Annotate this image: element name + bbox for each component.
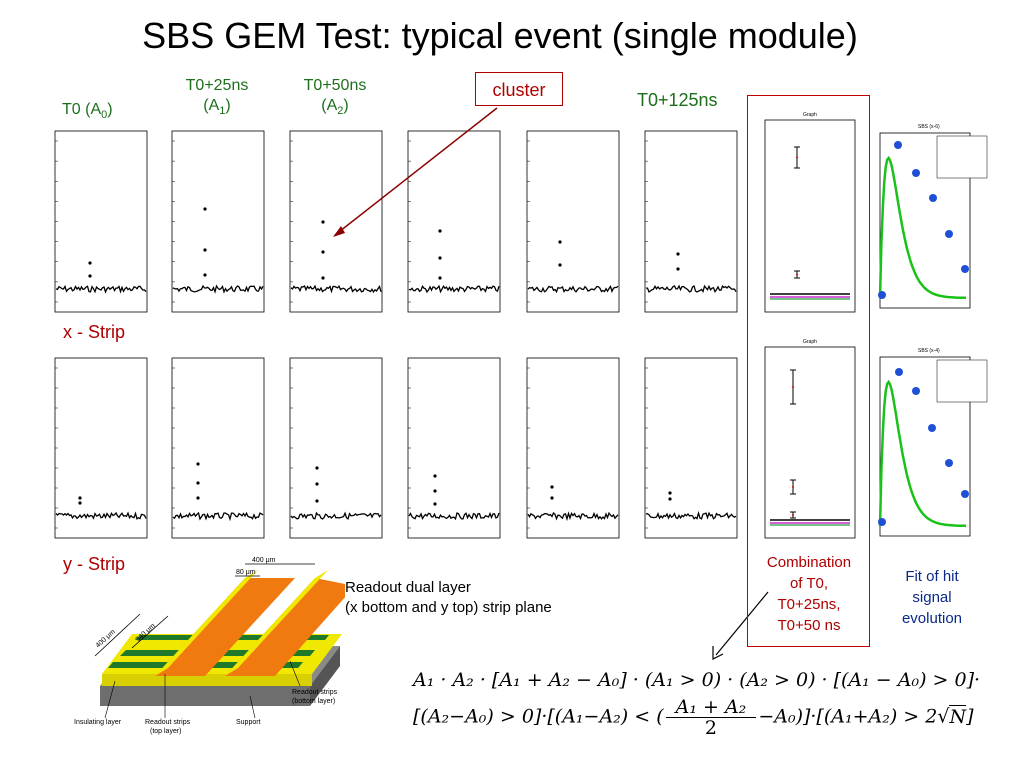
- combination-text: Combination of T0, T0+25ns, T0+50 ns: [766, 554, 852, 634]
- x-strip-panel-5: [526, 130, 620, 313]
- y-strip-panel-2: [171, 357, 265, 539]
- page-title: SBS GEM Test: typical event (single modu…: [142, 15, 858, 56]
- dim-400-top: 400 μm: [252, 557, 276, 564]
- x-strip-panel-3: [289, 130, 383, 313]
- dim-80: 80 μm: [236, 569, 256, 576]
- label-bottom-strips: Readout strips: [292, 689, 338, 696]
- combo-graph-title: Graph: [803, 112, 817, 118]
- fit-data-point: [912, 169, 920, 177]
- x-strip-hit-point: [88, 274, 92, 278]
- label-support: Support: [236, 719, 261, 726]
- label-t125: T0+125ns: [637, 90, 718, 110]
- selection-formula: A₁ · A₂ · [A₁ + A₂ − A₀] · (A₁ > 0) · (A…: [413, 663, 980, 738]
- y-strip-hit-point: [550, 485, 554, 489]
- x-strip-hit-point: [558, 240, 562, 244]
- top-strip-1: [155, 578, 295, 676]
- x-strip-hit-point: [676, 252, 680, 256]
- fit-data-point: [961, 490, 969, 498]
- fit-plot-x: SBS (x-6): [878, 124, 988, 309]
- y-strip-panel-5: [526, 357, 620, 539]
- x-strip-panel-1: [54, 130, 148, 313]
- formula-line-1: A₁ · A₂ · [A₁ + A₂ − A₀] · (A₁ > 0) · (A…: [413, 669, 981, 691]
- x-strip-hit-point: [203, 248, 207, 252]
- readout-description: Readout dual layer (x bottom and y top) s…: [345, 579, 552, 616]
- y-strip-hit-point: [315, 499, 319, 503]
- y-strip-panel-3: [289, 357, 383, 539]
- y-strip-panel-1: [54, 357, 148, 539]
- y-strip-plots: [54, 357, 738, 539]
- label-t25: T0+25ns (A1): [185, 77, 249, 118]
- svg-text:(bottom layer): (bottom layer): [292, 698, 335, 705]
- fit-data-point: [912, 387, 920, 395]
- fit-data-point: [895, 368, 903, 376]
- y-strip-hit-point: [78, 496, 82, 500]
- fit-data-point: [878, 291, 886, 299]
- y-strip-hit-point: [550, 496, 554, 500]
- label-t50: T0+50ns (A2): [303, 77, 367, 118]
- fit-data-point: [928, 424, 936, 432]
- y-strip-hit-point: [196, 496, 200, 500]
- fit-data-point: [961, 265, 969, 273]
- x-strip-panel-6: [644, 130, 738, 313]
- y-strip-hit-point: [315, 466, 319, 470]
- y-strip-hit-point: [668, 491, 672, 495]
- x-strip-panel-2: [171, 130, 265, 313]
- label-insulating: Insulating layer: [74, 719, 122, 726]
- label-t0: T0 (A0): [62, 101, 113, 122]
- label-top-strips: Readout strips: [145, 719, 191, 726]
- x-strip-panel-4: [407, 130, 501, 313]
- x-strip-hit-point: [321, 250, 325, 254]
- cluster-arrow-head: [333, 226, 345, 237]
- combination-arrow: [715, 591, 769, 656]
- strip-plane-diagram: 400 μm 80 μm 400 μm 340 μm Insulating la…: [74, 557, 345, 735]
- svg-text:(top layer): (top layer): [150, 728, 182, 735]
- x-strip-hit-point: [321, 276, 325, 280]
- combo-graph-y: Graph: [764, 339, 856, 539]
- y-strip-hit-point: [433, 489, 437, 493]
- combo-graph-title: Graph: [803, 339, 817, 345]
- y-strip-hit-point: [315, 482, 319, 486]
- cluster-label: cluster: [475, 72, 563, 106]
- x-strip-hit-point: [203, 207, 207, 211]
- x-strip-hit-point: [88, 261, 92, 265]
- x-strip-plots: [54, 130, 738, 313]
- svg-text:SBS (x-4): SBS (x-4): [918, 348, 940, 354]
- x-strip-hit-point: [438, 229, 442, 233]
- x-strip-hit-point: [321, 220, 325, 224]
- fit-data-point: [929, 194, 937, 202]
- fit-data-point: [945, 230, 953, 238]
- cluster-arrow: [334, 107, 498, 236]
- y-strip-label: y - Strip: [63, 554, 126, 574]
- fit-text: Fit of hit signal evolution: [901, 568, 963, 627]
- y-strip-hit-point: [668, 497, 672, 501]
- x-strip-label: x - Strip: [63, 322, 126, 342]
- formula-line-2: [(A₂−A₀) > 0]·[(A₁−A₂) < (A₁ + A₂ 2 −A₀)]·…: [413, 696, 974, 739]
- combo-graph-x: Graph: [764, 112, 856, 313]
- fit-data-point: [945, 459, 953, 467]
- fit-data-point: [894, 141, 902, 149]
- y-strip-panel-6: [644, 357, 738, 539]
- top-strip-2: [225, 578, 345, 676]
- y-strip-hit-point: [433, 474, 437, 478]
- y-strip-hit-point: [196, 462, 200, 466]
- x-strip-hit-point: [676, 267, 680, 271]
- x-strip-hit-point: [558, 263, 562, 267]
- combination-box: [747, 95, 870, 647]
- y-strip-panel-4: [407, 357, 501, 539]
- combination-arrow-head: [712, 646, 724, 660]
- fit-data-point: [878, 518, 886, 526]
- x-strip-hit-point: [203, 273, 207, 277]
- x-strip-hit-point: [438, 256, 442, 260]
- y-strip-hit-point: [78, 501, 82, 505]
- fit-plot-y: SBS (x-4): [878, 348, 988, 537]
- y-strip-hit-point: [433, 502, 437, 506]
- svg-text:SBS (x-6): SBS (x-6): [918, 124, 940, 130]
- y-strip-hit-point: [196, 481, 200, 485]
- x-strip-hit-point: [438, 276, 442, 280]
